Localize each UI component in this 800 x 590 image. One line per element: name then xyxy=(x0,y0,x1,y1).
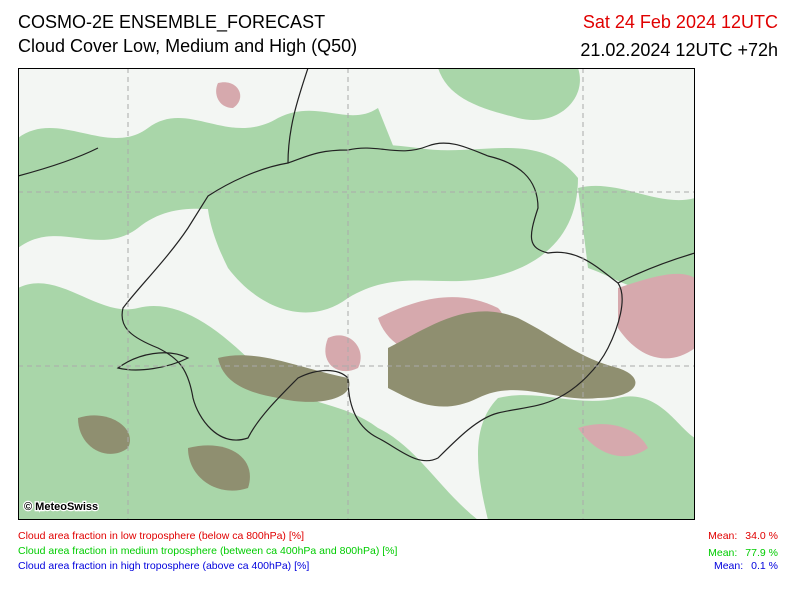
graticule xyxy=(18,68,695,520)
map: © MeteoSwiss xyxy=(18,68,695,520)
mean-high: Mean: 0.1 % xyxy=(714,560,778,572)
mean-label: Mean: xyxy=(708,530,738,542)
mean-medium: Mean: 77.9 % xyxy=(708,547,778,559)
legend-low: Cloud area fraction in low troposphere (… xyxy=(18,530,304,542)
legend-medium: Cloud area fraction in medium tropospher… xyxy=(18,545,398,557)
legend-high: Cloud area fraction in high troposphere … xyxy=(18,560,310,572)
run-time: 21.02.2024 12UTC +72h xyxy=(580,40,778,60)
mean-value: 0.1 % xyxy=(751,560,778,572)
borders xyxy=(18,68,695,462)
title: COSMO-2E ENSEMBLE_FORECAST xyxy=(18,12,326,32)
mean-value: 77.9 % xyxy=(745,547,778,559)
mean-label: Mean: xyxy=(708,547,738,559)
subtitle: Cloud Cover Low, Medium and High (Q50) xyxy=(18,36,358,56)
medium-cloud xyxy=(18,68,695,520)
mean-value: 34.0 % xyxy=(745,530,778,542)
low-medium-overlap xyxy=(78,311,636,491)
mean-label: Mean: xyxy=(713,560,744,572)
credit: © MeteoSwiss xyxy=(24,501,98,513)
valid-time: Sat 24 Feb 2024 12UTC xyxy=(582,12,778,32)
map-frame xyxy=(18,68,695,520)
mean-low: Mean: 34.0 % xyxy=(708,530,778,542)
